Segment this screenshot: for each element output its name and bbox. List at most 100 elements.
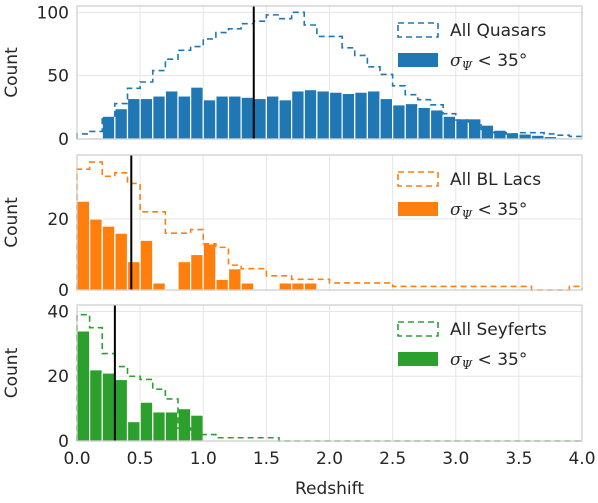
- bar-filled: [518, 133, 533, 140]
- bar-filled: [455, 118, 469, 140]
- bar-filled: [101, 115, 116, 140]
- bar-filled: [291, 90, 305, 140]
- legend-label-all: All Quasars: [450, 21, 546, 41]
- legend-swatch-all: [397, 171, 439, 187]
- bar-filled: [139, 401, 154, 442]
- bar-filled: [303, 88, 318, 140]
- legend-swatch-all: [397, 321, 439, 337]
- y-axis-label: Count: [2, 47, 22, 98]
- bar-filled: [126, 420, 141, 442]
- plot-frame: [76, 5, 583, 140]
- bar-filled: [328, 91, 343, 140]
- panel-quasars: 0 50 100 Count All Quasars σΨ < 35°: [2, 3, 583, 150]
- bar-filled: [215, 278, 230, 291]
- panel-seyferts: 0 20 40 Count 0.0 0.5 1.0 1.5 2.0 2.5 3.0 3.5 4.0 Red…: [2, 302, 596, 499]
- x-tick-label: 1.0: [190, 449, 217, 469]
- bar-filled: [467, 118, 482, 140]
- x-tick-label: 0.5: [127, 449, 154, 469]
- bar-filled: [164, 411, 179, 442]
- plot-frame: [76, 154, 583, 291]
- step-outline-all: [76, 313, 582, 442]
- legend-swatch-filtered: [398, 202, 438, 216]
- bar-filled: [278, 99, 293, 140]
- y-tick-label: 0: [58, 432, 69, 452]
- y-tick-label: 0: [58, 281, 69, 301]
- bar-filled: [392, 104, 406, 140]
- bar-filled: [139, 239, 154, 291]
- bar-filled: [354, 91, 368, 140]
- x-tick-label: 2.0: [316, 449, 343, 469]
- bar-filled: [190, 414, 204, 442]
- bar-filled: [265, 95, 280, 140]
- legend-label-filtered: σΨ < 35°: [450, 200, 527, 222]
- legend-swatch-all: [397, 22, 439, 38]
- bar-filled: [152, 95, 166, 140]
- bar-filled: [114, 378, 129, 442]
- y-tick-label: 100: [37, 3, 69, 23]
- bar-filled: [126, 97, 141, 140]
- bar-filled: [114, 232, 129, 291]
- bar-filled: [202, 99, 217, 140]
- bar-filled: [316, 90, 331, 140]
- legend: All BL Lacs σΨ < 35°: [397, 170, 541, 222]
- legend: All Quasars σΨ < 35°: [397, 21, 546, 73]
- bar-filled: [177, 260, 192, 291]
- legend-label-filtered: σΨ < 35°: [450, 51, 527, 73]
- bar-filled: [76, 200, 91, 291]
- panel-bl_lacs: 0 20 Count All BL Lacs σΨ < 35°: [2, 154, 583, 301]
- step-outline-all: [76, 161, 583, 291]
- bar-filled: [442, 115, 457, 140]
- bar-filled: [240, 282, 255, 291]
- y-axis-label: Count: [2, 347, 22, 398]
- bar-filled: [341, 92, 356, 140]
- bar-filled: [114, 107, 129, 140]
- bar-filled: [227, 95, 242, 140]
- legend-swatch-filtered: [398, 352, 438, 366]
- bar-filled: [404, 102, 419, 140]
- bar-filled: [152, 411, 166, 442]
- step-outline-all: [76, 11, 583, 139]
- legend-swatch-filtered: [398, 53, 438, 67]
- bar-filled: [152, 282, 166, 291]
- bar-filled: [366, 90, 381, 140]
- bar-filled: [126, 260, 141, 291]
- bar-filled: [379, 97, 394, 140]
- bar-filled: [240, 96, 255, 140]
- y-tick-label: 0: [58, 130, 69, 150]
- legend-label-all: All Seyferts: [450, 320, 547, 340]
- x-tick-label: 2.5: [379, 449, 406, 469]
- bar-filled: [164, 90, 179, 140]
- bar-filled: [227, 268, 242, 291]
- bar-filled: [493, 129, 507, 140]
- bar-filled: [139, 97, 154, 140]
- legend: All Seyferts σΨ < 35°: [397, 320, 547, 372]
- bar-filled: [215, 95, 230, 140]
- bar-filled: [480, 124, 495, 140]
- bar-filled: [177, 95, 192, 140]
- bar-filled: [417, 106, 432, 140]
- x-tick-label: 1.5: [253, 449, 280, 469]
- legend-label-filtered: σΨ < 35°: [450, 350, 527, 372]
- bar-filled: [190, 253, 204, 291]
- bar-filled: [303, 282, 318, 291]
- bar-filled: [429, 109, 444, 140]
- legend-label-all: All BL Lacs: [450, 170, 541, 190]
- bar-filled: [89, 218, 103, 291]
- x-tick-label: 3.5: [505, 449, 532, 469]
- bar-filled: [76, 330, 91, 442]
- y-tick-label: 20: [47, 367, 69, 387]
- plot-frame: [76, 304, 583, 442]
- y-tick-label: 40: [47, 302, 69, 322]
- bar-filled: [278, 282, 293, 291]
- bar-filled: [89, 369, 103, 442]
- bar-filled: [202, 243, 217, 291]
- y-axis-label: Count: [2, 197, 22, 248]
- x-tick-label: 4.0: [568, 449, 595, 469]
- y-tick-label: 20: [47, 210, 69, 230]
- x-tick-label: 0.0: [63, 449, 90, 469]
- bar-filled: [101, 225, 116, 291]
- bar-filled: [190, 86, 204, 140]
- bar-filled: [101, 372, 116, 442]
- x-tick-label: 3.0: [442, 449, 469, 469]
